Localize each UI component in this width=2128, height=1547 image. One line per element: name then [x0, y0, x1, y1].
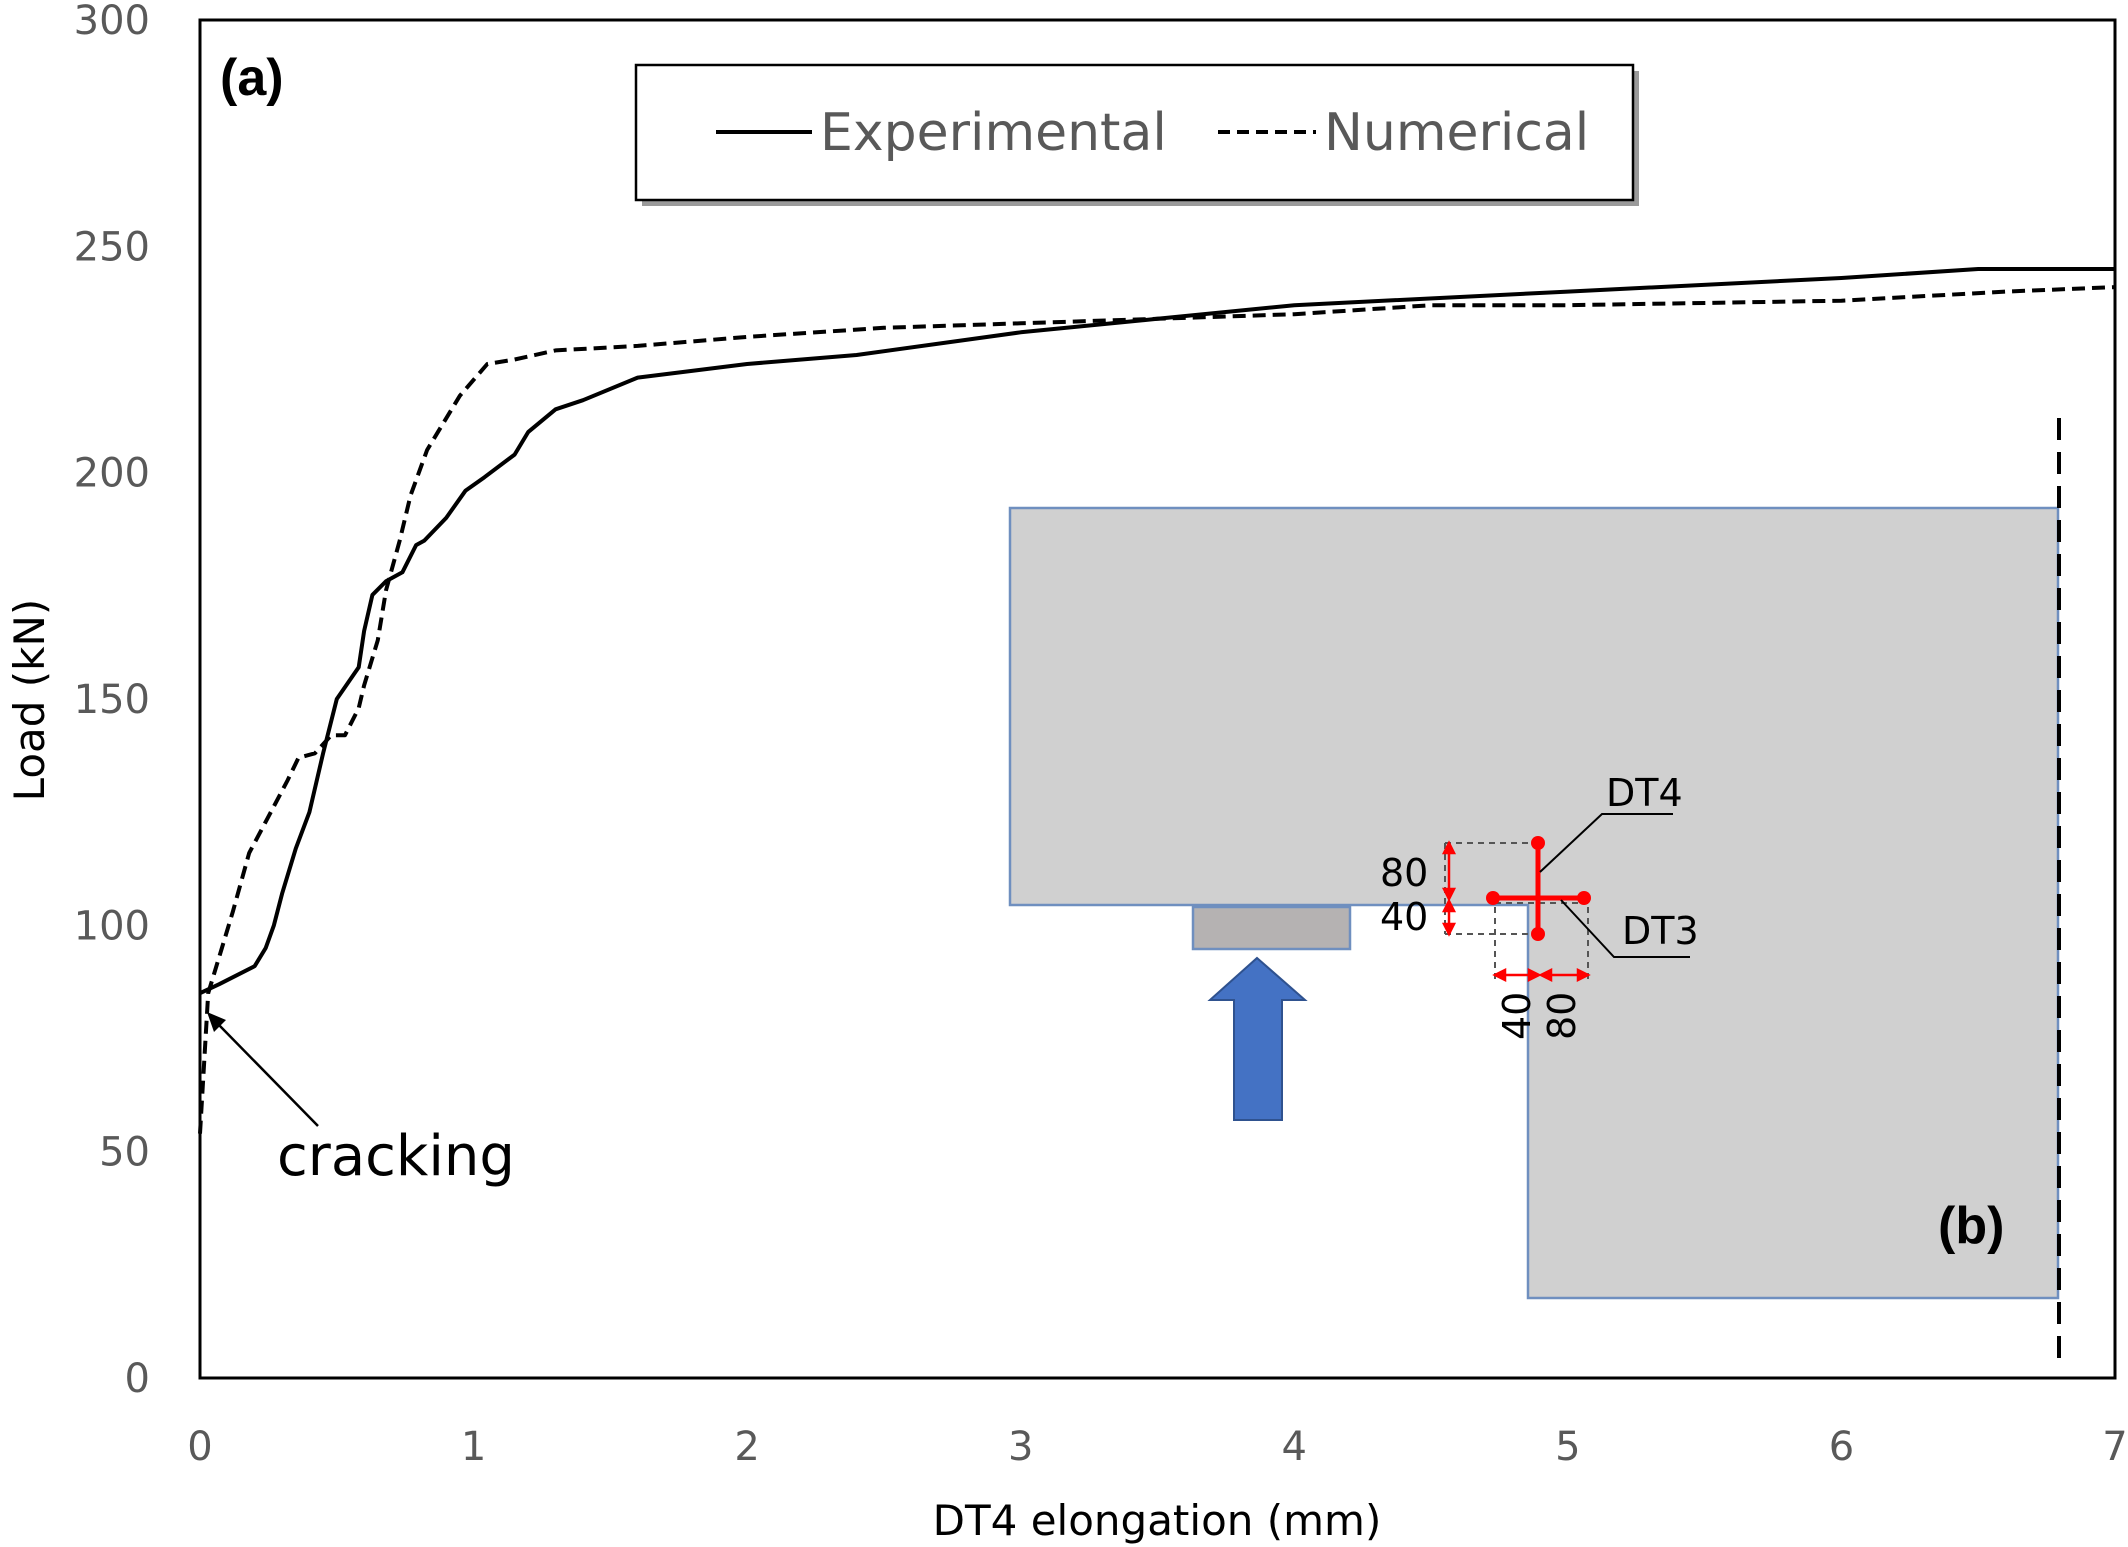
- legend-label-numerical: Numerical: [1324, 103, 1589, 163]
- x-tick-label: 6: [1829, 1424, 1854, 1470]
- panel-label: (a): [220, 49, 284, 107]
- plot-frame: [198, 18, 2117, 1380]
- dimension-label-h80: 80: [1540, 992, 1584, 1040]
- bearing-plate: [1191, 905, 1352, 951]
- series-layer: [198, 267, 2116, 1134]
- series-line-numerical: [198, 285, 2116, 1134]
- gauge-label-dt4: DT4: [1606, 771, 1683, 815]
- legend: Experimental Numerical: [634, 63, 1639, 206]
- upward-load-arrow-icon: [1207, 956, 1308, 1121]
- gauge-label-dt3: DT3: [1622, 909, 1699, 953]
- y-tick-label: 0: [125, 1356, 150, 1402]
- inset-panel-label: (b): [1938, 1197, 2004, 1255]
- cracking-callout: [207, 1012, 319, 1127]
- x-tick-label: 7: [2102, 1424, 2127, 1470]
- x-tick-label: 4: [1282, 1424, 1307, 1470]
- cracking-label: cracking: [277, 1124, 515, 1189]
- x-axis-title: DT4 elongation (mm): [933, 1496, 1382, 1545]
- y-tick-label: 200: [74, 451, 150, 497]
- y-axis-ticks: 0 50 100 150 200 250 300: [74, 0, 150, 1402]
- inset-diagram: DT4 DT3 80 40 40 80 (b): [1008, 418, 2061, 1370]
- dimension-arrows: [1441, 840, 1591, 983]
- x-tick-label: 5: [1555, 1424, 1580, 1470]
- x-axis-ticks: 0 1 2 3 4 5 6 7: [187, 1424, 2127, 1470]
- y-tick-label: 50: [99, 1130, 150, 1176]
- y-tick-label: 150: [74, 677, 150, 723]
- series-line-experimental: [199, 267, 2115, 996]
- x-tick-label: 2: [734, 1424, 759, 1470]
- x-tick-label: 3: [1008, 1424, 1033, 1470]
- x-tick-label: 0: [187, 1424, 212, 1470]
- y-tick-label: 250: [74, 224, 150, 270]
- dimension-label-h40: 40: [1495, 992, 1539, 1040]
- dimension-guides: [1444, 842, 1589, 980]
- displacement-gauges: [1486, 836, 1591, 941]
- x-tick-label: 1: [461, 1424, 486, 1470]
- callout-arrowhead-icon: [207, 1012, 226, 1032]
- y-tick-label: 300: [74, 0, 150, 44]
- y-axis-title: Load (kN): [5, 599, 54, 802]
- y-tick-label: 100: [74, 903, 150, 949]
- gauge-leaders: [1539, 813, 1690, 958]
- legend-label-experimental: Experimental: [820, 103, 1167, 163]
- dimension-label-v40: 40: [1380, 895, 1428, 939]
- dimension-label-v80: 80: [1380, 851, 1428, 895]
